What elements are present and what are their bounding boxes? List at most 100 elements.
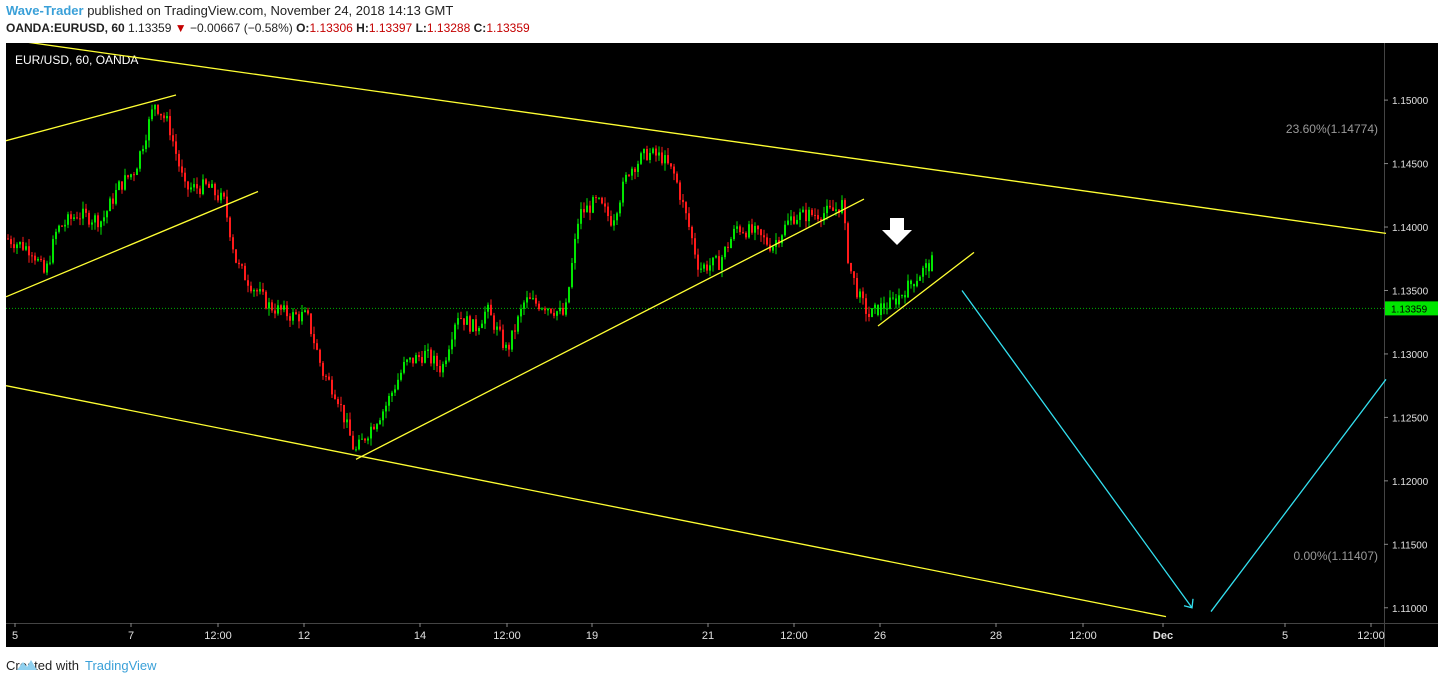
candle-body [904,295,906,298]
candle-body [586,205,588,213]
x-tick-label: 26 [874,630,886,642]
candle-body [196,184,198,189]
candle-body [370,426,372,439]
candle-body [157,104,159,114]
price-chart[interactable]: 1.15000 1.14500 1.14000 1.13500 1.13000 1.125… [6,43,1438,647]
x-tick-label: 7 [128,630,134,642]
candle-body [751,224,753,233]
candle-body [688,213,690,227]
candle-body [832,207,834,211]
candle-body [700,268,702,270]
candle-body [13,244,15,249]
chart-area[interactable]: 1.15000 1.14500 1.14000 1.13500 1.13000 1.125… [6,43,1438,647]
candle-body [919,276,921,281]
candle-body [772,246,774,251]
candle-body [733,228,735,240]
candle-body [847,223,849,263]
candle-body [910,280,912,285]
candle-body [673,166,675,174]
candle-body [55,231,57,239]
candle-body [487,304,489,312]
candle-body [310,313,312,335]
candle-body [457,318,459,325]
candle-body [178,153,180,167]
candle-body [10,239,12,245]
author-link[interactable]: Wave-Trader [6,3,84,18]
candle-body [220,192,222,201]
candle-body [880,303,882,316]
candle-body [7,238,9,240]
candle-body [685,202,687,214]
candle-body [334,394,336,400]
candle-body [238,262,240,265]
candle-body [862,291,864,299]
candle-body [265,291,267,309]
candle-body [358,439,360,450]
candle-body [490,304,492,316]
candle-body [133,174,135,176]
publish-info: published on TradingView.com, November 2… [87,3,454,18]
candle-body [22,241,24,250]
candle-body [553,312,555,316]
candle-body [169,116,171,136]
candle-body [820,219,822,221]
candle-body [328,376,330,380]
down-arrow-icon: ▼ [174,21,187,35]
candle-body [859,291,861,298]
candle-body [739,226,741,233]
candle-body [808,209,810,222]
candle-body [829,205,831,208]
candle-body [376,424,378,430]
candle-body [172,135,174,142]
candle-body [892,297,894,299]
fib-level-label: 23.60%(1.14774) [1286,122,1378,136]
candle-body [58,225,60,232]
candle-body [475,319,477,332]
candle-body [499,326,501,330]
candle-body [478,328,480,332]
candle-body [397,379,399,390]
candle-body [625,174,627,182]
candle-body [226,196,228,218]
candle-body [664,155,666,164]
candle-body [568,287,570,303]
candle-body [184,172,186,182]
y-tick-label: 1.11500 [1392,540,1428,551]
candle-body [559,307,561,312]
high-label: H: [356,21,369,35]
candle-body [427,349,429,351]
candle-body [661,152,663,164]
candle-body [118,181,120,191]
candle-body [340,404,342,406]
candle-body [631,168,633,176]
trend-line [28,43,1387,235]
candle-body [250,285,252,292]
candle-body [913,284,915,287]
candle-body [529,297,531,299]
tradingview-link[interactable]: TradingView [84,658,157,673]
candle-body [361,438,363,440]
candle-body [148,119,150,141]
publish-header: Wave-Trader published on TradingView.com… [6,3,453,18]
candle-body [667,155,669,164]
candle-body [580,209,582,224]
candle-body [535,298,537,304]
last-price-tag-label: 1.13359 [1391,304,1428,315]
x-tick-label: 5 [1282,630,1288,642]
candle-body [652,148,654,153]
candle-body [223,192,225,197]
candle-body [214,183,216,196]
candle-body [67,214,69,225]
candle-body [88,212,90,225]
candle-body [556,311,558,316]
candle-body [787,220,789,225]
candle-body [655,148,657,156]
candle-body [352,435,354,450]
last-price: 1.13359 [128,21,172,35]
candle-body [247,280,249,286]
candle-body [805,209,807,222]
last-price-tag [1385,301,1438,316]
candle-body [61,225,63,227]
candle-body [91,222,93,225]
candle-body [712,257,714,266]
